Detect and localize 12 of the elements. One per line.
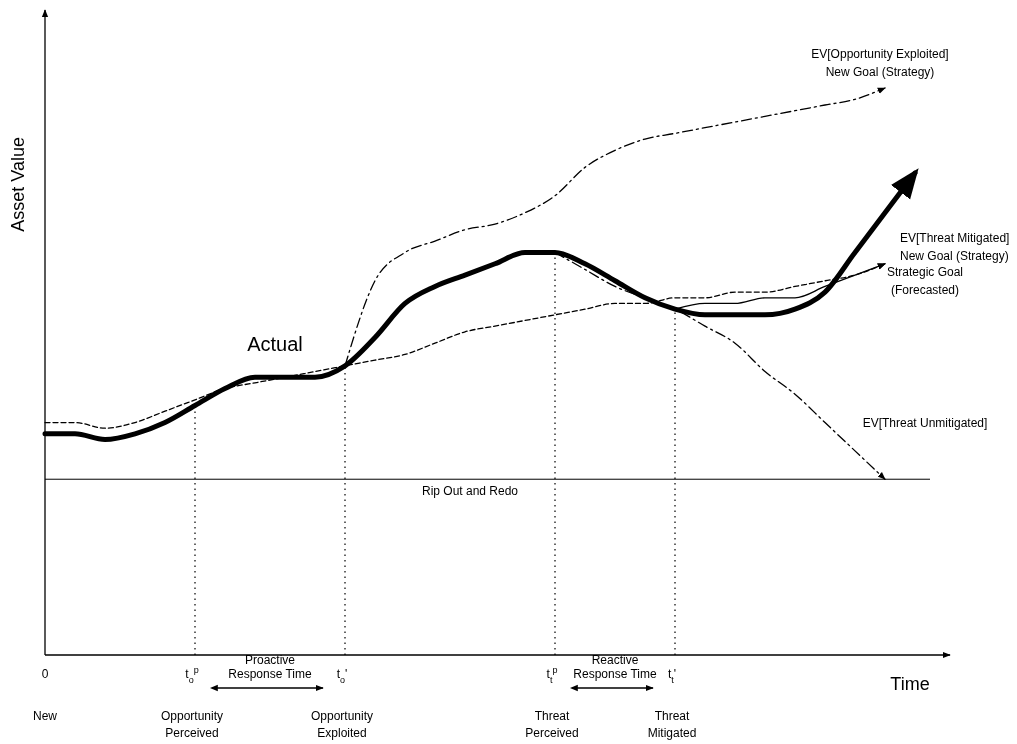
y-axis-title: Asset Value bbox=[8, 137, 28, 232]
series-label: EV[Threat Mitigated] New Goal (Strategy) bbox=[900, 230, 1010, 263]
annotation: Proactive Response Time bbox=[228, 653, 313, 681]
ref-line-label: Rip Out and Redo bbox=[421, 484, 519, 499]
series-label: EV[Threat Unmitigated] bbox=[862, 416, 988, 431]
category-label: 0 New bbox=[32, 667, 58, 723]
x-axis-title: Time bbox=[890, 674, 930, 694]
series-label: Strategic Goal (Forecasted) bbox=[886, 264, 964, 297]
text: EV[Opportunity Exploited] New Goal (Strategy) bbox=[811, 47, 949, 79]
series-label: Actual bbox=[247, 333, 303, 356]
annotation: Reactive Response Time bbox=[573, 653, 658, 681]
category-label: t$_{o}$' Opportunity Exploited bbox=[310, 667, 374, 740]
